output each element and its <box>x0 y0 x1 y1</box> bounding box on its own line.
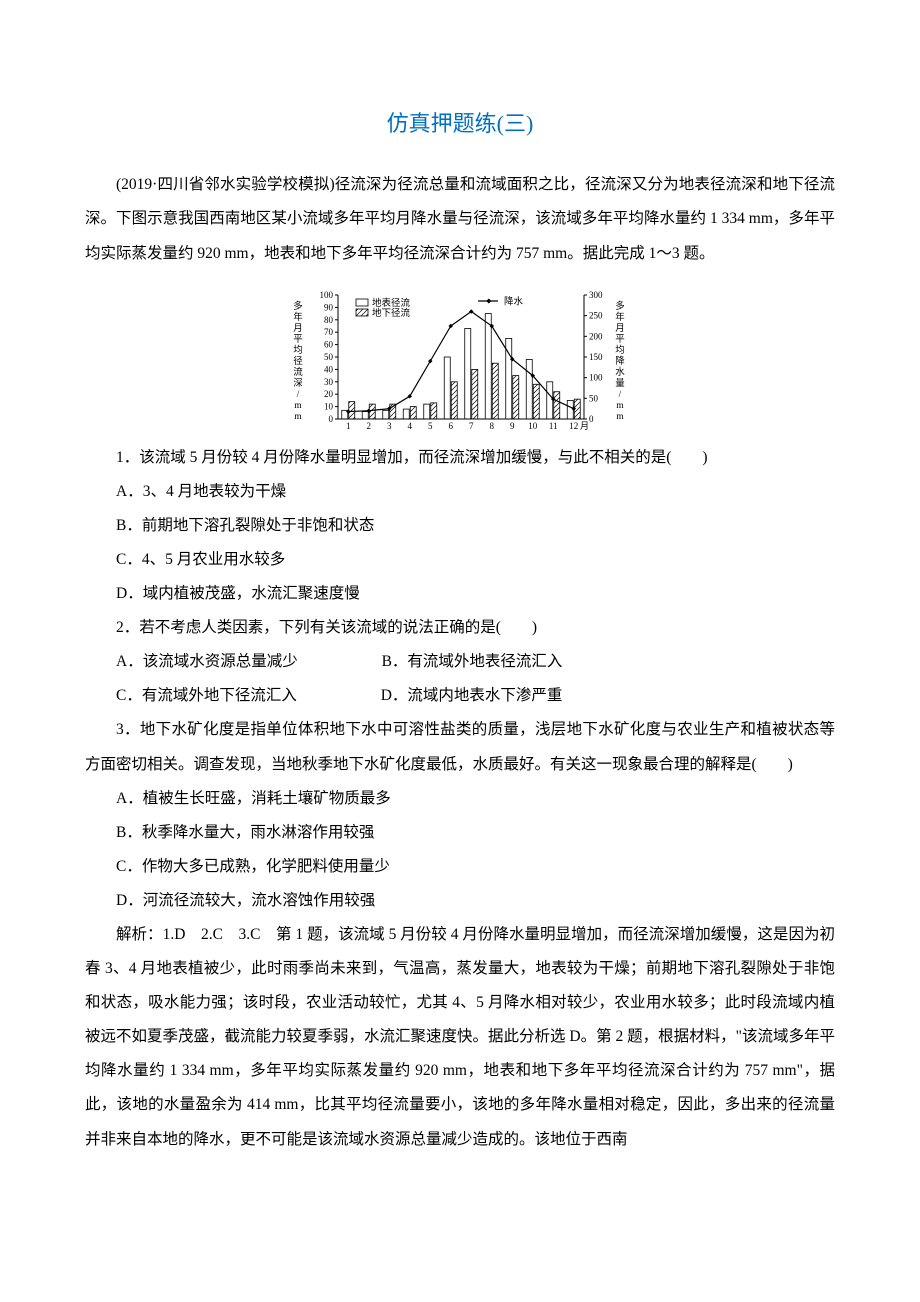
svg-text:年: 年 <box>293 311 303 323</box>
intro-paragraph: (2019·四川省邻水实验学校模拟)径流深为径流总量和流域面积之比，径流深又分为… <box>85 168 835 270</box>
svg-text:量: 量 <box>615 378 625 389</box>
svg-text:径: 径 <box>293 355 303 367</box>
svg-text:20: 20 <box>324 389 334 399</box>
svg-text:m: m <box>294 401 302 411</box>
q2-opt-c: C．有流域外地下径流汇入 <box>116 687 297 704</box>
svg-text:90: 90 <box>324 302 334 312</box>
svg-text:10: 10 <box>528 421 538 431</box>
q1-opt-b: B．前期地下溶孔裂隙处于非饱和状态 <box>85 509 835 543</box>
svg-text:/: / <box>619 390 622 400</box>
svg-text:300: 300 <box>589 290 603 300</box>
svg-text:多: 多 <box>293 300 303 312</box>
q3-stem: 3．地下水矿化度是指单位体积地下水中可溶性盐类的质量，浅层地下水矿化度与农业生产… <box>85 713 835 781</box>
svg-text:7: 7 <box>469 421 474 431</box>
svg-text:水: 水 <box>615 366 625 378</box>
page-title: 仿真押题练(三) <box>85 100 835 148</box>
svg-text:40: 40 <box>324 364 334 374</box>
svg-text:地下径流: 地下径流 <box>372 307 411 319</box>
svg-text:8: 8 <box>490 421 495 431</box>
svg-text:均: 均 <box>615 344 625 356</box>
svg-text:80: 80 <box>324 314 334 324</box>
q1-opt-a: A．3、4 月地表较为干燥 <box>85 475 835 509</box>
svg-text:50: 50 <box>589 393 599 403</box>
svg-text:60: 60 <box>324 339 334 349</box>
svg-text:降水: 降水 <box>504 295 524 307</box>
svg-text:深: 深 <box>293 378 303 389</box>
answer-explanation: 解析：1.D 2.C 3.C 第 1 题，该流域 5 月份较 4 月份降水量明显… <box>85 918 835 1157</box>
svg-text:30: 30 <box>324 376 334 386</box>
svg-text:m: m <box>616 401 624 411</box>
q3-opt-d: D．河流径流较大，流水溶蚀作用较强 <box>85 884 835 918</box>
svg-text:100: 100 <box>589 372 603 382</box>
svg-text:降: 降 <box>615 355 625 367</box>
svg-text:多: 多 <box>615 300 625 312</box>
svg-text:12: 12 <box>569 421 578 431</box>
svg-text:200: 200 <box>589 331 603 341</box>
svg-text:0: 0 <box>589 414 594 424</box>
q2-opt-a: A．该流域水资源总量减少 <box>116 653 298 670</box>
svg-text:/: / <box>297 390 300 400</box>
svg-text:月: 月 <box>615 323 625 334</box>
q2-opt-b: B．有流域外地表径流汇入 <box>382 645 563 679</box>
svg-text:1: 1 <box>346 421 351 431</box>
svg-text:5: 5 <box>428 421 433 431</box>
svg-text:10: 10 <box>324 401 334 411</box>
q2-opt-d: D．流域内地表水下渗严重 <box>381 679 563 713</box>
svg-text:9: 9 <box>510 421 515 431</box>
svg-text:年: 年 <box>615 311 625 323</box>
q3-opt-b: B．秋季降水量大，雨水淋溶作用较强 <box>85 816 835 850</box>
svg-text:m: m <box>616 412 624 422</box>
chart-container: 0 10 20 30 40 50 60 70 80 90 100 0 50 100 150 200 250 300… <box>85 277 835 437</box>
q2-opts-row1: A．该流域水资源总量减少 B．有流域外地表径流汇入 <box>85 645 835 679</box>
svg-text:地表径流: 地表径流 <box>372 297 411 309</box>
svg-text:平: 平 <box>293 334 303 345</box>
svg-text:3: 3 <box>387 421 392 431</box>
svg-text:2: 2 <box>367 421 372 431</box>
svg-text:m: m <box>294 412 302 422</box>
q3-opt-a: A．植被生长旺盛，消耗土壤矿物质最多 <box>85 782 835 816</box>
svg-text:月: 月 <box>580 421 589 431</box>
q1-stem: 1．该流域 5 月份较 4 月份降水量明显增加，而径流深增加缓慢，与此不相关的是… <box>85 441 835 475</box>
svg-text:250: 250 <box>589 310 603 320</box>
svg-text:均: 均 <box>293 344 303 356</box>
runoff-precip-chart: 0 10 20 30 40 50 60 70 80 90 100 0 50 100 150 200 250 300… <box>280 277 640 437</box>
svg-text:70: 70 <box>324 327 334 337</box>
svg-text:平: 平 <box>615 334 625 345</box>
svg-text:0: 0 <box>329 414 334 424</box>
q3-opt-c: C．作物大多已成熟，化学肥料使用量少 <box>85 850 835 884</box>
svg-text:6: 6 <box>449 421 454 431</box>
svg-text:月: 月 <box>293 323 303 334</box>
q1-opt-c: C．4、5 月农业用水较多 <box>85 543 835 577</box>
svg-text:11: 11 <box>549 421 558 431</box>
svg-text:4: 4 <box>408 421 413 431</box>
svg-text:流: 流 <box>293 366 303 378</box>
q2-stem: 2．若不考虑人类因素，下列有关该流域的说法正确的是( ) <box>85 611 835 645</box>
svg-text:50: 50 <box>324 352 334 362</box>
q2-opts-row2: C．有流域外地下径流汇入 D．流域内地表水下渗严重 <box>85 679 835 713</box>
q1-opt-d: D．域内植被茂盛，水流汇聚速度慢 <box>85 577 835 611</box>
svg-text:150: 150 <box>589 352 603 362</box>
svg-text:100: 100 <box>320 290 334 300</box>
